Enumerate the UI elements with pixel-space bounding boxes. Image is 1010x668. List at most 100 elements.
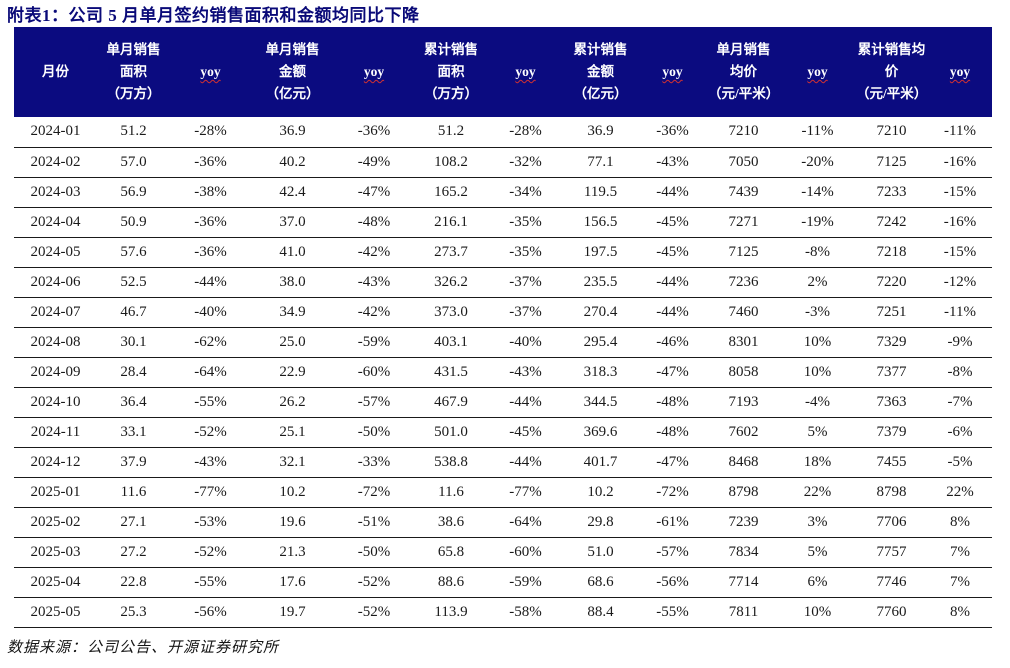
value-cell: 34.9	[251, 297, 334, 328]
value-cell: 51.2	[97, 117, 170, 148]
value-cell: -43%	[334, 267, 414, 298]
sales-table: 月份 单月销售 面积 （万方） yoy 单月销售 金额 （亿元） yoy 累计销售 面积 （万方） yo…	[14, 27, 992, 628]
value-cell: -5%	[928, 447, 992, 478]
value-cell: 7760	[855, 597, 928, 628]
value-cell: 68.6	[563, 567, 638, 598]
value-cell: 273.7	[414, 237, 488, 268]
table-row: 2024-10 36.4 -55% 26.2 -57% 467.9 -44% 344.5 -48…	[14, 387, 992, 418]
value-cell: -57%	[334, 387, 414, 418]
header-line: （亿元）	[265, 86, 320, 101]
yoy-header-label: yoy	[171, 61, 250, 83]
value-cell: 57.6	[97, 237, 170, 268]
column-header-cumulative-sales-amount-yoy: yoy	[638, 27, 707, 117]
value-cell: 37.0	[251, 207, 334, 238]
value-cell: -36%	[170, 237, 251, 268]
value-cell: 7242	[855, 207, 928, 238]
value-cell: 119.5	[563, 177, 638, 208]
month-cell: 2025-05	[14, 597, 97, 628]
month-cell: 2024-04	[14, 207, 97, 238]
table-row: 2025-01 11.6 -77% 10.2 -72% 11.6 -77% 10.2 -72% 8…	[14, 477, 992, 508]
value-cell: 51.2	[414, 117, 488, 148]
value-cell: 7125	[855, 147, 928, 178]
header-line: 单月销售	[106, 42, 161, 57]
value-cell: -6%	[928, 417, 992, 448]
month-cell: 2025-02	[14, 507, 97, 538]
value-cell: -3%	[780, 297, 855, 328]
value-cell: 8798	[707, 477, 780, 508]
value-cell: -77%	[488, 477, 563, 508]
value-cell: 25.1	[251, 417, 334, 448]
value-cell: -16%	[928, 147, 992, 178]
value-cell: 7210	[855, 117, 928, 148]
value-cell: 156.5	[563, 207, 638, 238]
month-cell: 2024-07	[14, 297, 97, 328]
value-cell: -56%	[170, 597, 251, 628]
value-cell: -44%	[488, 447, 563, 478]
value-cell: 7239	[707, 507, 780, 538]
value-cell: 7714	[707, 567, 780, 598]
value-cell: 11.6	[414, 477, 488, 508]
value-cell: -62%	[170, 327, 251, 358]
value-cell: 7329	[855, 327, 928, 358]
column-header-cumulative-avg-price-yoy: yoy	[928, 27, 992, 117]
value-cell: -44%	[638, 177, 707, 208]
value-cell: -14%	[780, 177, 855, 208]
month-cell: 2024-06	[14, 267, 97, 298]
value-cell: 270.4	[563, 297, 638, 328]
value-cell: 7236	[707, 267, 780, 298]
value-cell: 7757	[855, 537, 928, 568]
value-cell: -38%	[170, 177, 251, 208]
table-row: 2024-09 28.4 -64% 22.9 -60% 431.5 -43% 318.3 -47…	[14, 357, 992, 388]
header-line: （元/平米）	[708, 86, 780, 101]
value-cell: 38.6	[414, 507, 488, 538]
value-cell: -7%	[928, 387, 992, 418]
value-cell: -51%	[334, 507, 414, 538]
value-cell: 19.6	[251, 507, 334, 538]
value-cell: -55%	[638, 597, 707, 628]
value-cell: -44%	[170, 267, 251, 298]
table-row: 2025-02 27.1 -53% 19.6 -51% 38.6 -64% 29.8 -61% 7…	[14, 507, 992, 538]
header-line: 累计销售	[573, 42, 628, 57]
value-cell: 467.9	[414, 387, 488, 418]
value-cell: 18%	[780, 447, 855, 478]
value-cell: 25.0	[251, 327, 334, 358]
column-header-cumulative-sales-area: 累计销售 面积 （万方）	[414, 27, 488, 117]
value-cell: -11%	[780, 117, 855, 148]
month-cell: 2024-03	[14, 177, 97, 208]
value-cell: 36.9	[563, 117, 638, 148]
value-cell: -33%	[334, 447, 414, 478]
value-cell: 77.1	[563, 147, 638, 178]
value-cell: -59%	[488, 567, 563, 598]
table-row: 2024-08 30.1 -62% 25.0 -59% 403.1 -40% 295.4 -46…	[14, 327, 992, 358]
value-cell: -52%	[334, 597, 414, 628]
value-cell: 7377	[855, 357, 928, 388]
value-cell: 7460	[707, 297, 780, 328]
value-cell: -42%	[334, 297, 414, 328]
value-cell: 7193	[707, 387, 780, 418]
value-cell: 7218	[855, 237, 928, 268]
header-line: 单月销售	[716, 42, 771, 57]
month-cell: 2024-10	[14, 387, 97, 418]
value-cell: 10.2	[563, 477, 638, 508]
value-cell: 10.2	[251, 477, 334, 508]
value-cell: 22%	[780, 477, 855, 508]
value-cell: -36%	[170, 207, 251, 238]
header-line: 面积	[437, 64, 465, 79]
value-cell: 30.1	[97, 327, 170, 358]
header-line: 单月销售	[265, 42, 320, 57]
value-cell: 7%	[928, 537, 992, 568]
value-cell: 108.2	[414, 147, 488, 178]
value-cell: -60%	[334, 357, 414, 388]
value-cell: 326.2	[414, 267, 488, 298]
value-cell: -43%	[488, 357, 563, 388]
value-cell: 28.4	[97, 357, 170, 388]
table-row: 2024-02 57.0 -36% 40.2 -49% 108.2 -32% 77.1 -43%…	[14, 147, 992, 178]
table-row: 2025-04 22.8 -55% 17.6 -52% 88.6 -59% 68.6 -56% 7…	[14, 567, 992, 598]
value-cell: 7233	[855, 177, 928, 208]
value-cell: 401.7	[563, 447, 638, 478]
header-line: 金额	[279, 64, 306, 79]
value-cell: 27.2	[97, 537, 170, 568]
value-cell: -45%	[638, 207, 707, 238]
month-cell: 2025-03	[14, 537, 97, 568]
table-header: 月份 单月销售 面积 （万方） yoy 单月销售 金额 （亿元） yoy 累计销售 面积 （万方） yo…	[14, 27, 992, 117]
